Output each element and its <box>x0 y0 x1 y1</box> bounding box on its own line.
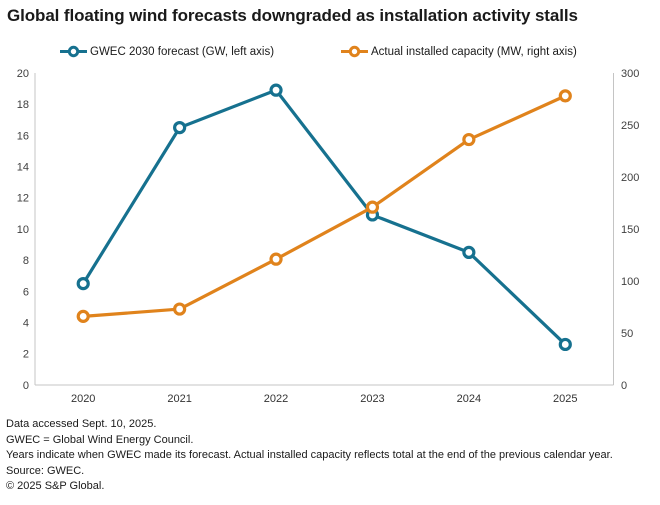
data-point-marker-actual <box>365 200 380 214</box>
legend-item-forecast: GWEC 2030 forecast (GW, left axis) <box>60 44 274 59</box>
data-point-marker-actual <box>269 252 283 266</box>
data-point-marker-forecast <box>462 245 476 259</box>
left-axis-tick-label: 4 <box>23 317 29 329</box>
data-point-marker-actual <box>173 302 187 316</box>
left-axis-tick-label: 18 <box>17 99 29 111</box>
left-axis-tick-label: 0 <box>23 380 29 392</box>
right-axis-tick-label: 0 <box>621 380 627 392</box>
data-point-marker-forecast <box>558 337 572 352</box>
left-axis-tick-label: 10 <box>17 224 29 236</box>
footnote-gwec-definition: GWEC = Global Wind Energy Council. <box>6 433 194 446</box>
data-point-marker-forecast <box>173 120 187 135</box>
chart-footnotes: Data accessed Sept. 10, 2025. GWEC = Glo… <box>6 417 656 495</box>
right-axis-tick-label: 250 <box>621 120 639 132</box>
data-point-marker-forecast <box>76 277 90 291</box>
right-axis-tick-label: 100 <box>621 276 639 288</box>
footnote-source: Source: GWEC. <box>6 464 85 477</box>
data-point-marker-forecast <box>269 83 283 97</box>
legend-label-forecast: GWEC 2030 forecast (GW, left axis) <box>90 45 275 58</box>
x-axis-category-label: 2021 <box>167 393 191 405</box>
footnote-methodology: Years indicate when GWEC made its foreca… <box>6 449 613 461</box>
footnote-copyright: © 2025 S&P Global. <box>6 480 105 492</box>
data-point-marker-actual <box>558 89 572 103</box>
left-axis-tick-label: 20 <box>17 68 29 80</box>
chart-title: Global floating wind forecasts downgrade… <box>7 6 578 25</box>
right-axis-tick-label: 200 <box>621 172 639 184</box>
actual-legend-marker-icon <box>341 45 368 58</box>
x-axis-category-label: 2023 <box>360 393 384 405</box>
left-axis-tick-label: 6 <box>23 286 29 298</box>
data-point-marker-actual <box>76 309 90 323</box>
left-axis-tick-label: 2 <box>23 349 29 361</box>
left-axis-tick-label: 16 <box>17 130 29 142</box>
right-axis-tick-label: 50 <box>621 328 633 340</box>
left-axis-tick-label: 14 <box>17 161 29 173</box>
data-point-marker-actual <box>462 132 476 147</box>
series-line-actual <box>81 94 567 318</box>
left-axis-tick-label: 12 <box>17 193 29 205</box>
right-axis-tick-label: 150 <box>621 224 639 236</box>
x-axis-category-label: 2020 <box>71 393 95 405</box>
right-axis-tick-label: 300 <box>621 68 639 80</box>
forecast-legend-marker-icon <box>60 45 87 58</box>
footnote-data-accessed: Data accessed Sept. 10, 2025. <box>6 418 157 430</box>
legend-label-actual: Actual installed capacity (MW, right axi… <box>371 45 577 58</box>
left-axis-tick-label: 8 <box>23 255 29 267</box>
x-axis-category-label: 2024 <box>457 393 481 405</box>
x-axis-category-label: 2022 <box>264 393 288 405</box>
legend-item-actual: Actual installed capacity (MW, right axi… <box>341 44 577 59</box>
x-axis-category-label: 2025 <box>553 393 577 405</box>
series-line-forecast <box>81 88 567 347</box>
